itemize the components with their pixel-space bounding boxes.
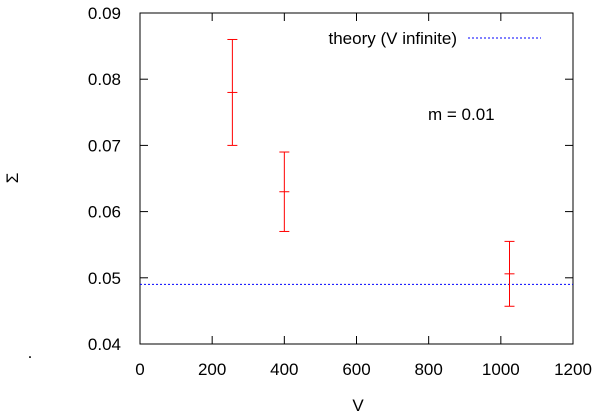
error-bars — [227, 38, 515, 307]
x-tick-label: 800 — [414, 360, 442, 379]
data-point — [279, 151, 290, 232]
y-tick-label: 0.08 — [88, 70, 121, 89]
x-axis-title: V — [352, 396, 364, 415]
data-point — [227, 38, 238, 146]
annotation-mass: m = 0.01 — [428, 105, 495, 124]
y-tick-label: 0.04 — [88, 335, 121, 354]
x-tick-label: 0 — [135, 360, 144, 379]
y-axis-title: Σ — [3, 173, 22, 184]
y-tick-label: 0.05 — [88, 269, 121, 288]
data-point — [504, 240, 515, 307]
legend-label: theory (V infinite) — [329, 29, 458, 48]
tick-labels: 0 200 400 600 800 1000 1200 0.04 0.05 0.06 0.07 0.0… — [88, 4, 592, 379]
x-tick-label: 200 — [198, 360, 226, 379]
plot-frame — [139, 12, 574, 345]
x-tick-label: 1200 — [554, 360, 592, 379]
x-tick-label: 600 — [342, 360, 370, 379]
x-tick-label: 1000 — [482, 360, 520, 379]
y-tick-label: 0.06 — [88, 203, 121, 222]
stray-dot: . — [28, 343, 33, 362]
y-tick-label: 0.09 — [88, 4, 121, 23]
y-tick-label: 0.07 — [88, 136, 121, 155]
x-tick-label: 400 — [270, 360, 298, 379]
